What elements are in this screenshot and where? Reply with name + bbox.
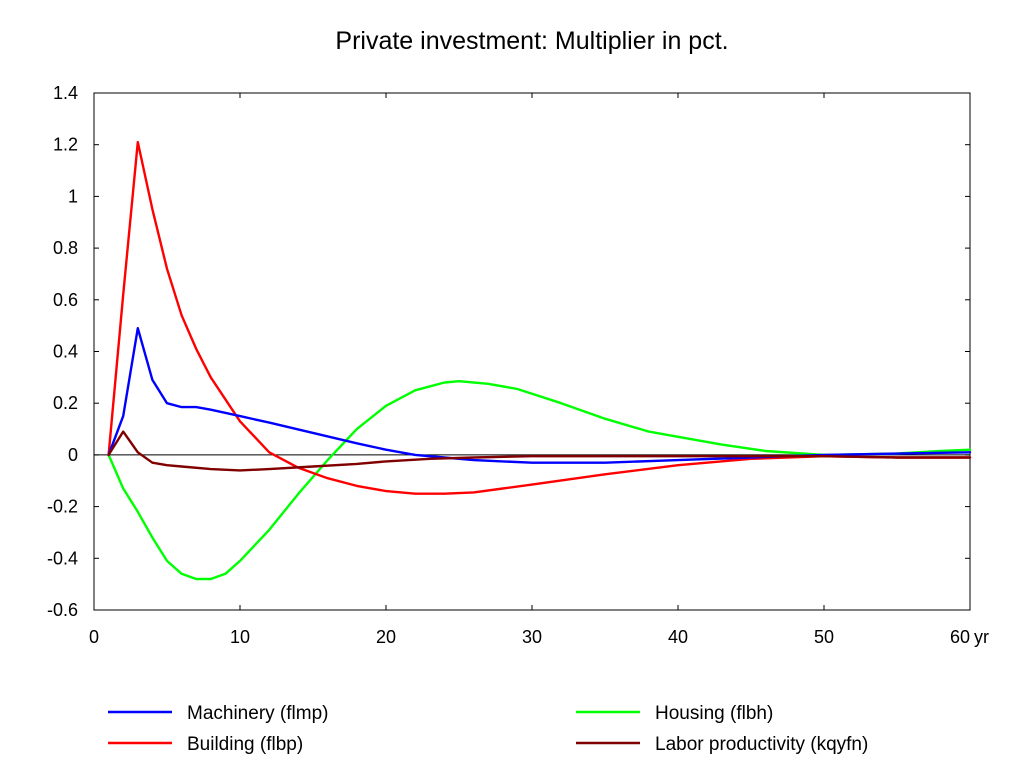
legend-label: Labor productivity (kqyfn) bbox=[655, 734, 868, 755]
legend-entry: Building (flbp) bbox=[108, 734, 303, 755]
y-tick-label: 0.6 bbox=[53, 290, 78, 310]
chart-title: Private investment: Multiplier in pct. bbox=[335, 27, 728, 55]
series-line-3 bbox=[107, 380, 972, 581]
x-tick-label: 60 bbox=[950, 627, 970, 647]
series-line-2 bbox=[107, 140, 972, 495]
x-tick-label: 0 bbox=[89, 627, 99, 647]
y-tick-label: 1 bbox=[68, 186, 78, 206]
y-tick-label: -0.2 bbox=[47, 497, 78, 517]
legend-entry: Machinery (flmp) bbox=[108, 703, 328, 724]
y-tick-label: 1.4 bbox=[53, 83, 78, 103]
legend-entry: Housing (flbh) bbox=[576, 703, 773, 724]
x-tick-label: 40 bbox=[668, 627, 688, 647]
y-tick-label: -0.4 bbox=[47, 548, 78, 568]
x-unit-label: yr bbox=[974, 627, 989, 647]
legend-label: Housing (flbh) bbox=[655, 703, 773, 724]
y-tick-label: 0.8 bbox=[53, 238, 78, 258]
plot-frame bbox=[93, 92, 971, 611]
series-line-4 bbox=[107, 430, 972, 472]
x-tick-label: 20 bbox=[376, 627, 396, 647]
y-tick-label: 0.4 bbox=[53, 342, 78, 362]
legend-label: Building (flbp) bbox=[187, 734, 303, 755]
legend: Machinery (flmp) Housing (flbh) Building (… bbox=[108, 703, 868, 755]
x-tick-label: 30 bbox=[522, 627, 542, 647]
x-tick-label: 50 bbox=[814, 627, 834, 647]
y-tick-label: 0 bbox=[68, 445, 78, 465]
plot-area: -0.6 -0.4 -0.2 0 0.2 0.4 0.6 0.8 1 1.2 1.4 0 10 20 30 4… bbox=[47, 83, 989, 647]
x-tick-label: 10 bbox=[230, 627, 250, 647]
legend-entry: Labor productivity (kqyfn) bbox=[576, 734, 868, 755]
y-tick-label: 0.2 bbox=[53, 393, 78, 413]
series-line-1 bbox=[107, 327, 972, 464]
y-tick-label: -0.6 bbox=[47, 600, 78, 620]
legend-label: Machinery (flmp) bbox=[187, 703, 328, 724]
y-tick-label: 1.2 bbox=[53, 135, 78, 155]
